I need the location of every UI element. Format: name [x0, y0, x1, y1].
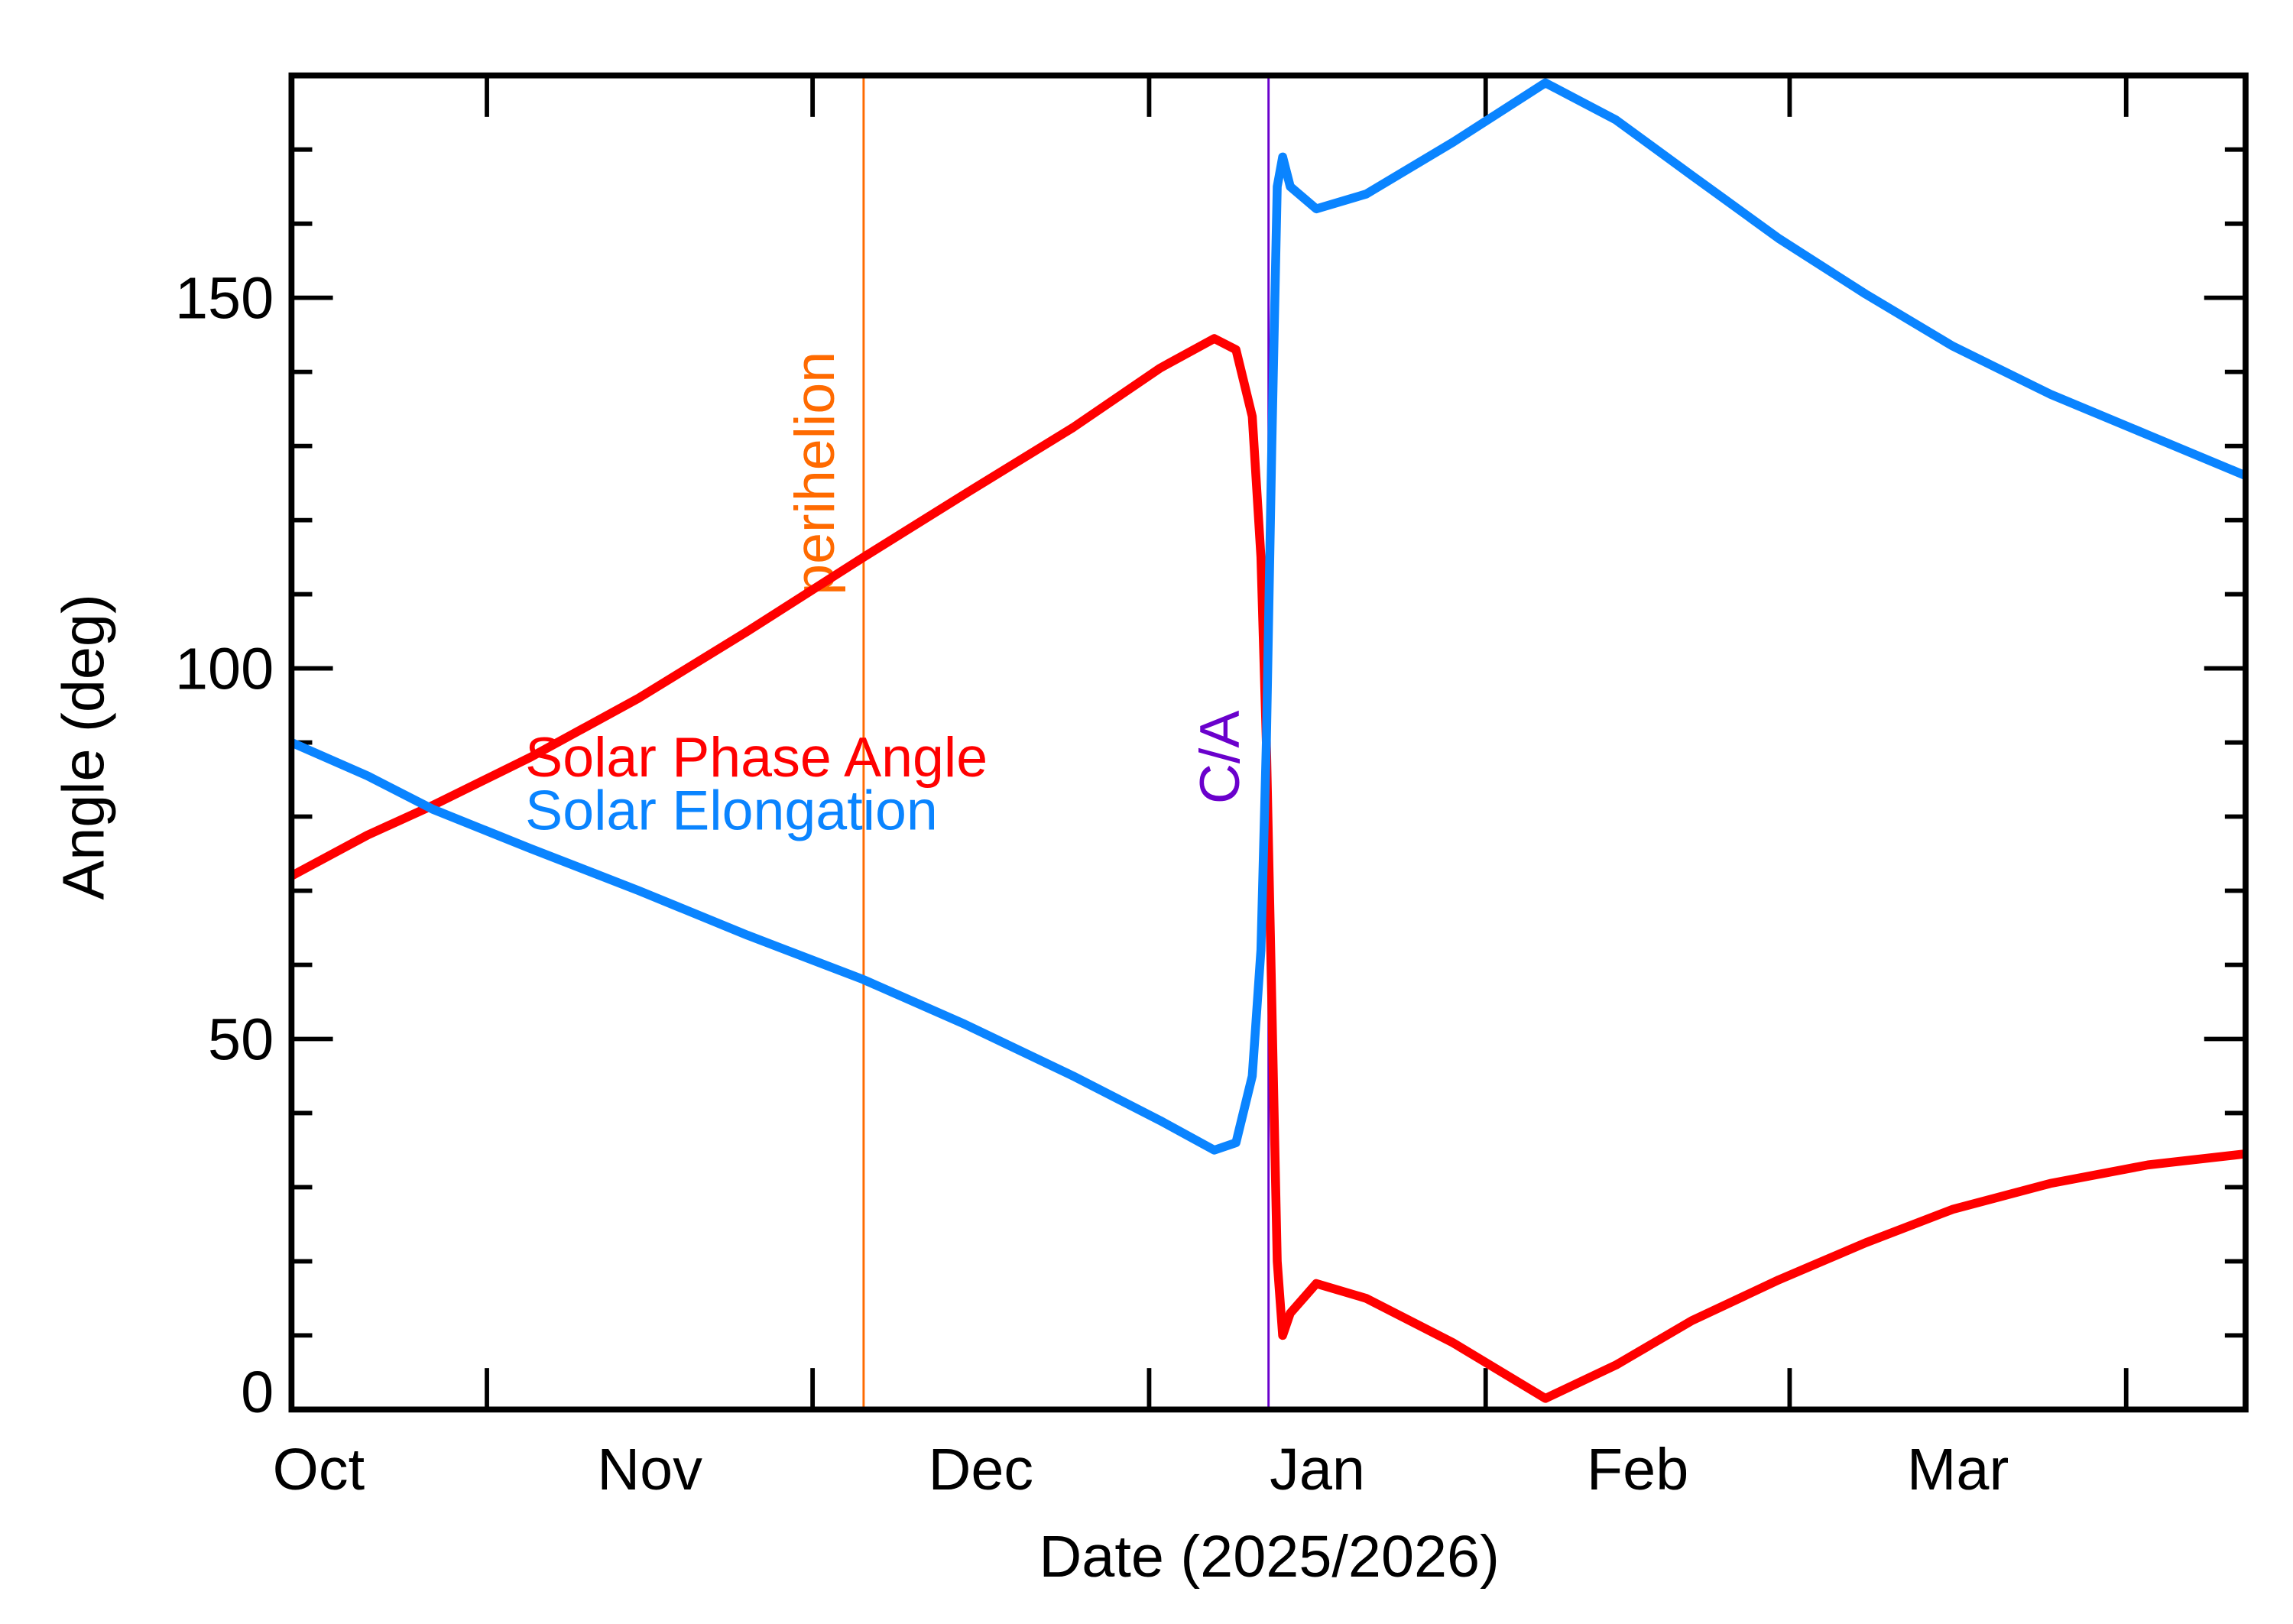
series-line: [291, 78, 2246, 1155]
event-label: perihelion: [783, 352, 846, 595]
x-tick-label: Jan: [1270, 1437, 1365, 1502]
series-line: [291, 334, 2246, 1403]
y-axis-title: Angle (deg): [51, 594, 117, 900]
x-tick-label: Dec: [928, 1437, 1033, 1502]
y-tick-label: 150: [175, 266, 274, 332]
legend-label: Solar Phase Angle: [525, 725, 988, 789]
legend-label: Solar Elongation: [525, 779, 938, 842]
plot-frame: [288, 72, 2249, 1413]
y-tick-label: 0: [241, 1360, 274, 1425]
x-tick-label: Nov: [597, 1437, 702, 1502]
x-axis-title: Date (2025/2026): [1039, 1524, 1499, 1590]
x-tick-label: Feb: [1587, 1437, 1688, 1502]
x-tick-label: Mar: [1907, 1437, 2009, 1502]
event-label: C/A: [1188, 711, 1251, 805]
y-tick-label: 100: [175, 637, 274, 702]
y-tick-label: 50: [208, 1007, 274, 1073]
x-tick-label: Oct: [273, 1437, 365, 1502]
